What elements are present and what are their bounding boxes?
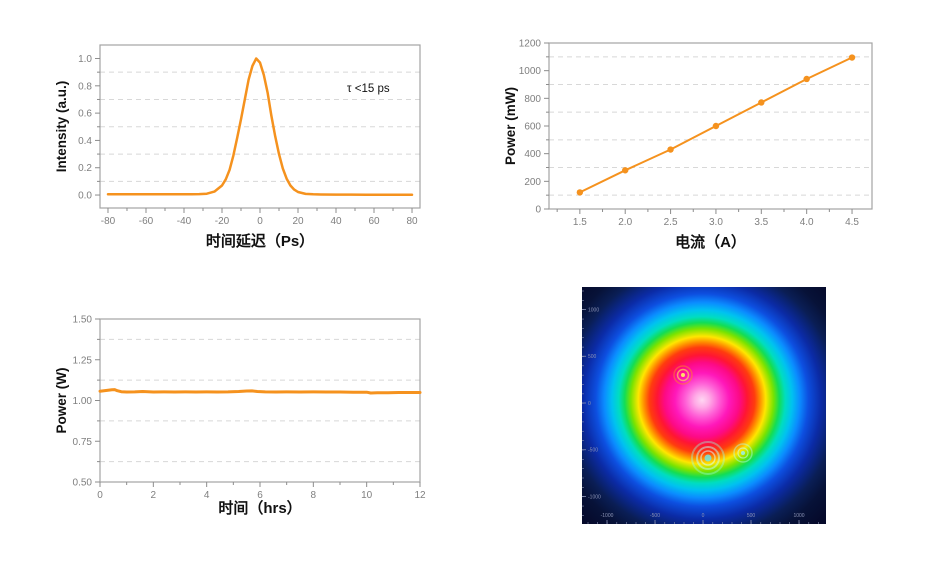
beam-y-tick-label: -1000 [588,494,601,500]
beam-y-tick-label: 0 [588,401,591,407]
x-tick-label: 60 [368,216,380,227]
y-tick-label: 0.6 [78,109,92,120]
x-tick-label: 12 [414,490,426,501]
beam-y-tick-label: 500 [588,354,597,360]
beam-ring-center [681,373,685,377]
data-marker [667,146,674,153]
x-axis-label: 电流（A） [675,233,746,251]
data-line [106,57,414,197]
beam-y-tick-label: 1000 [588,307,599,313]
beam-x-tick-label: -1000 [601,513,614,519]
data-marker [848,54,856,61]
x-tick-label: -80 [101,216,116,227]
annotation-text: τ <15 ps [347,83,390,95]
data-marker [576,189,584,196]
power-stability-chart: 0 2 4 6 8 10 12 0.50 0.75 1.00 1.25 1.50 Power (W) 时间… [54,315,426,518]
y-tick-label: 0.4 [78,136,92,147]
beam-x-tick-label: 1000 [793,513,804,519]
x-tick-label: 6 [257,490,263,501]
beam-ring-artifact [737,447,749,459]
y-tick-label: 1.0 [78,54,92,65]
x-tick-label: 1.5 [573,217,587,228]
y-tick-label: 0.8 [78,81,92,92]
data-line [98,388,422,395]
y-tick-label: 1.25 [73,355,93,366]
y-tick-label: 800 [524,94,541,105]
axis-frame [99,318,421,483]
pulse-autocorrelation-chart: -80 -60 -40 -20 0 20 40 60 80 0.0 0.2 0.4 0.6 0.8 1.0 I… [54,44,421,250]
beam-ring-center [741,451,745,455]
beam-profile-image: 1000 500 0 -500 -1000 -1000 -500 0 500 1000 [582,287,826,524]
x-tick-label: 8 [311,490,317,501]
beam-ring-artifact [696,446,720,470]
x-tick-label: 3.5 [754,217,768,228]
data-marker [712,122,720,130]
beam-y-tick-label: -500 [588,448,598,454]
y-tick-label: 400 [524,149,541,160]
beam-x-tick-label: 0 [702,513,705,519]
beam-ring-artifact [700,450,716,466]
y-tick-label: 0.0 [78,191,92,202]
x-tick-label: -60 [139,216,154,227]
y-tick-label: 0.50 [73,478,93,489]
x-tick-label: 4.5 [845,217,859,228]
x-tick-label: 0 [97,490,103,501]
y-tick-label: 0 [535,205,541,216]
x-axis-label: 时间（hrs） [218,499,301,517]
y-tick-label: 0.2 [78,163,92,174]
data-marker [803,75,810,83]
y-tick-label: 0.75 [73,437,93,448]
x-tick-label: 2.5 [664,217,678,228]
beam-ring-center [704,454,712,462]
data-marker [622,167,629,174]
y-tick-label: 200 [524,177,541,188]
y-axis-label: Power (mW) [503,87,518,165]
x-tick-label: 2 [151,490,157,501]
power-vs-current-chart: 1.5 2.0 2.5 3.0 3.5 4.0 4.5 0 200 400 600 800 1000 12… [503,39,873,251]
y-axis-label: Intensity (a.u.) [54,81,69,173]
beam-ring-artifact [676,368,690,382]
x-tick-label: -20 [215,216,230,227]
beam-ring-artifact [733,443,753,463]
x-tick-label: 20 [292,216,304,227]
y-tick-label: 600 [524,122,541,133]
beam-axes-overlay: 1000 500 0 -500 -1000 -1000 -500 0 500 1000 [582,290,819,524]
y-axis-label: Power (W) [54,368,69,434]
x-tick-label: 10 [361,490,373,501]
x-tick-label: 80 [406,216,418,227]
x-tick-label: 40 [330,216,342,227]
y-tick-label: 1000 [519,66,542,77]
x-tick-label: 3.0 [709,217,723,228]
y-tick-label: 1.00 [73,396,93,407]
x-tick-label: -40 [177,216,192,227]
x-tick-label: 4 [204,490,210,501]
beam-x-tick-label: -500 [650,513,660,519]
beam-x-tick-label: 500 [747,513,756,519]
y-tick-label: 1200 [519,39,542,50]
beam-ring-artifact [691,441,725,475]
x-axis-label: 时间延迟（Ps） [206,232,314,250]
x-tick-label: 2.0 [618,217,632,228]
data-marker [758,99,765,106]
x-tick-label: 4.0 [800,217,814,228]
y-tick-label: 1.50 [73,315,93,326]
x-tick-label: 0 [257,216,263,227]
beam-ring-artifact [673,365,693,385]
